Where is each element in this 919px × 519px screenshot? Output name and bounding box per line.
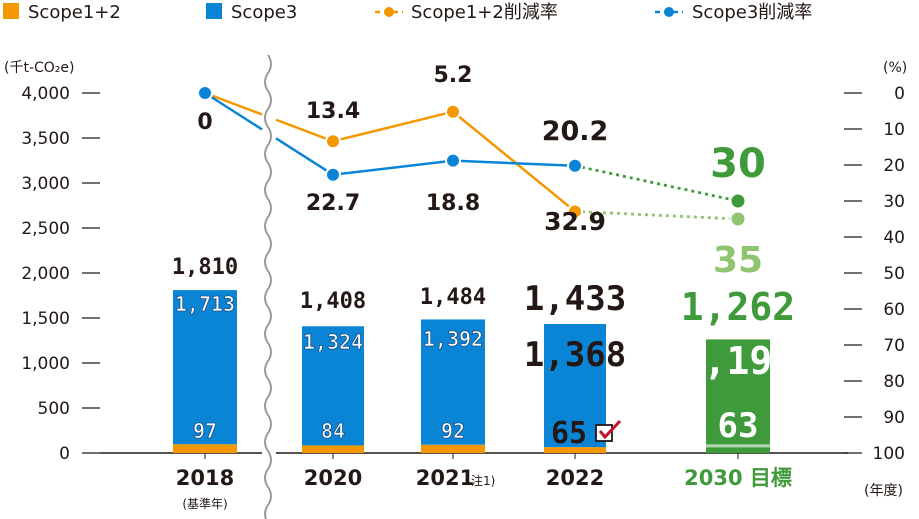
scope3-rate-point: [567, 157, 583, 174]
total-label: 1,262: [681, 285, 795, 329]
scope12-rate-label: 0: [197, 110, 212, 135]
labels-layer: 0 13.4 5.2 32.9 35 22.7 18.8 20.2 30 1,810 1,408 1,…: [172, 63, 795, 451]
scope3-value-label: 1,392: [423, 327, 483, 351]
x-category-label: 2020: [304, 466, 362, 490]
scope3-rate-label: 22.7: [306, 191, 360, 216]
legend-swatch-scope3: [206, 3, 222, 19]
right-tick-label: 50: [883, 264, 905, 284]
scope12-value-label: 92: [441, 419, 465, 443]
legend: Scope1+2 Scope3 Scope1+2削減率 Scope3削減率: [3, 2, 812, 23]
bar-scope12: [173, 444, 237, 453]
x-category-label: 2030 目標: [684, 466, 792, 490]
right-axis-unit-label: (%): [883, 60, 907, 76]
axis-break: [262, 50, 276, 519]
x-axis-unit-label: (年度): [864, 483, 903, 499]
right-tick-label: 80: [883, 372, 905, 392]
scope3-rate-point: [197, 85, 213, 101]
scope3-rate-label: 18.8: [426, 191, 480, 216]
legend-label-scope3: Scope3: [231, 2, 297, 23]
scope3-rate-point: [445, 152, 461, 169]
legend-label-scope12: Scope1+2: [28, 2, 121, 23]
scope12-value-label: 84: [321, 419, 345, 443]
legend-swatch-scope12: [3, 3, 19, 19]
scope3-rate-label: 20.2: [542, 116, 609, 147]
left-axis-unit-label: (千t-CO₂e): [4, 60, 75, 76]
scope12-rate-label: 13.4: [306, 99, 360, 124]
scope12-value-label: 63: [718, 406, 759, 446]
scope12-rate-label: 5.2: [434, 63, 473, 88]
scope12-rate-point: [729, 210, 747, 228]
checkmark-icon: [598, 419, 622, 440]
scope12-rate-label: 32.9: [544, 207, 606, 236]
goal-bar-divider: [706, 444, 770, 448]
right-tick-label: 90: [883, 408, 905, 428]
checkbox-icon: [595, 424, 613, 442]
axis-break-wave: [264, 54, 272, 519]
left-tick-label: 3,500: [21, 129, 70, 149]
scope3-rate-goal-label: 30: [710, 141, 766, 187]
right-tick-label: 40: [883, 228, 905, 248]
bars-layer: [173, 290, 770, 453]
scope3-value-label: 1,368: [524, 335, 626, 375]
total-label: 1,484: [420, 285, 486, 310]
left-tick-label: 0: [59, 444, 70, 464]
x-category-note: (基準年): [182, 496, 227, 511]
total-label: 1,408: [300, 289, 366, 314]
right-tick-label: 100: [873, 444, 905, 464]
scope12-rate-point: [325, 133, 341, 150]
scope3-rate-point: [729, 192, 747, 210]
right-tick-label: 10: [883, 120, 905, 140]
goal-bar-scope12: [706, 447, 770, 453]
scope3-value-label: 1,713: [175, 292, 235, 316]
bar-scope3: [302, 326, 364, 446]
right-tick-label: 70: [883, 336, 905, 356]
x-category-label: 2018: [176, 466, 234, 490]
scope3-rate-line-pre-break: [204, 91, 263, 131]
bar-scope3: [173, 290, 237, 445]
right-tick-label: 30: [883, 192, 905, 212]
lines-layer: [197, 85, 747, 228]
bar-scope3: [421, 319, 485, 445]
left-tick-label: 2,000: [21, 264, 70, 284]
axes-layer: 4,0003,5003,0002,5002,0001,5001,00050000…: [21, 84, 905, 511]
scope12-rate-point: [445, 103, 461, 120]
bar-scope12: [421, 444, 485, 453]
legend-dot-scope3-rate: [664, 7, 674, 17]
total-label: 1,433: [524, 279, 626, 319]
scope3-value-label: 1,324: [303, 330, 363, 354]
axis-break-gap: [262, 50, 276, 510]
scope3-rate-line: [275, 137, 576, 177]
scope12-value-label: 65: [551, 416, 587, 451]
total-label: 1,810: [172, 255, 238, 280]
right-tick-label: 20: [883, 156, 905, 176]
legend-label-scope12-rate: Scope1+2削減率: [411, 2, 558, 23]
left-tick-label: 3,000: [21, 174, 70, 194]
right-tick-label: 0: [894, 84, 905, 104]
scope12-rate-line: [275, 110, 576, 213]
scope12-rate-line-pre-break: [204, 91, 263, 116]
x-category-note: 注1): [471, 473, 495, 488]
bar-scope12: [302, 445, 364, 453]
goal-bar-scope3: [706, 339, 770, 448]
scope3-rate-point: [325, 166, 341, 183]
bar-scope12: [544, 447, 606, 453]
left-tick-label: 1,000: [21, 354, 70, 374]
x-category-label: 2021: [416, 466, 474, 490]
x-category-label: 2022: [546, 466, 604, 490]
legend-dot-scope12-rate: [384, 7, 394, 17]
right-tick-label: 60: [883, 300, 905, 320]
scope3-value-label: 1,199: [681, 339, 795, 383]
left-tick-label: 500: [38, 399, 70, 419]
left-tick-label: 4,000: [21, 84, 70, 104]
scope12-value-label: 97: [193, 419, 217, 443]
scope12-rate-goal-label: 35: [713, 240, 763, 281]
scope12-rate-point: [567, 203, 583, 220]
left-tick-label: 2,500: [21, 219, 70, 239]
legend-label-scope3-rate: Scope3削減率: [692, 2, 812, 23]
scope12-rate-goal-line: [574, 210, 739, 221]
left-tick-label: 1,500: [21, 309, 70, 329]
